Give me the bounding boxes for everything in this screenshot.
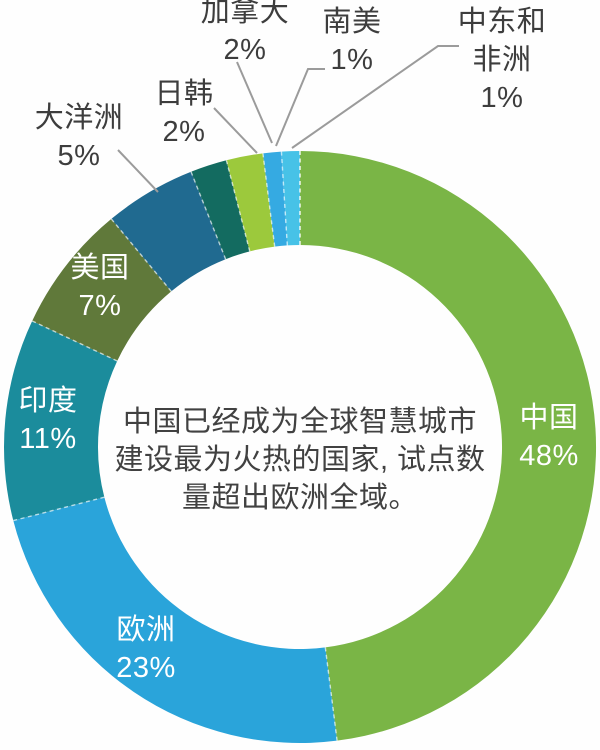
label-usa: 美国 7% <box>70 249 129 325</box>
center-annotation-line1: 中国已经成为全球智慧城市 <box>122 406 477 438</box>
slice-separator-6 <box>225 160 251 252</box>
label-india: 印度 11% <box>18 382 77 458</box>
label-europe-pct: 23% <box>116 652 176 684</box>
label-usa-name: 美国 <box>70 252 130 284</box>
slice-separator-3 <box>31 320 118 362</box>
label-india-pct: 11% <box>19 423 77 455</box>
label-japan-korea-name: 日韩 <box>154 78 214 110</box>
leader-line-japan-korea <box>213 107 258 154</box>
label-south-america-name: 南美 <box>322 6 382 38</box>
center-annotation-line3: 量超出欧洲全域。 <box>181 482 418 514</box>
leader-line-oceania <box>117 149 159 193</box>
label-south-america: 南美 1% <box>322 3 381 79</box>
leader-line-south-america <box>275 68 325 147</box>
leader-lines <box>117 45 459 193</box>
label-china-name: 中国 <box>519 402 579 434</box>
slice-europe <box>13 497 338 744</box>
label-china: 中国 48% <box>519 399 579 475</box>
label-japan-korea: 日韩 2% <box>154 75 213 151</box>
label-mideast-africa: 中东和非洲 1% <box>453 3 551 117</box>
slice-separator-1 <box>324 647 338 741</box>
label-canada-name: 加拿大 <box>200 0 290 28</box>
slice-india <box>4 320 118 521</box>
slice-china <box>300 151 597 741</box>
label-canada: 加拿大 2% <box>201 0 290 69</box>
slice-separator-7 <box>262 153 276 247</box>
slice-oceania <box>111 171 226 292</box>
label-mideast-africa-name: 中东和非洲 <box>457 6 547 76</box>
slice-usa <box>32 218 172 361</box>
slice-separator-5 <box>190 171 227 260</box>
center-annotation-line2: 建设最为火热的国家, 试点数 <box>114 444 486 476</box>
label-japan-korea-pct: 2% <box>162 116 206 148</box>
center-annotation: 中国已经成为全球智慧城市 建设最为火热的国家, 试点数 量超出欧洲全域。 <box>100 403 500 517</box>
label-europe-name: 欧洲 <box>116 614 176 646</box>
leader-line-mideast-africa <box>291 45 459 149</box>
label-oceania-name: 大洋洲 <box>34 102 124 134</box>
slice-japan-korea <box>191 160 250 260</box>
leader-line-canada <box>236 61 273 144</box>
slice-separator-8 <box>280 151 289 246</box>
label-mideast-africa-pct: 1% <box>480 82 524 114</box>
label-europe: 欧洲 23% <box>116 611 176 687</box>
slice-south-america <box>262 151 288 247</box>
label-oceania-pct: 5% <box>57 140 101 172</box>
slice-canada <box>226 153 275 252</box>
slice-separators <box>13 151 338 741</box>
slice-separator-2 <box>13 496 105 522</box>
label-oceania: 大洋洲 5% <box>35 99 124 175</box>
label-south-america-pct: 1% <box>330 44 374 76</box>
slice-separator-4 <box>110 218 172 292</box>
label-india-name: 印度 <box>18 385 78 417</box>
donut-slices <box>4 151 597 744</box>
label-canada-pct: 2% <box>223 34 267 66</box>
label-usa-pct: 7% <box>78 290 122 322</box>
label-china-pct: 48% <box>519 440 579 472</box>
